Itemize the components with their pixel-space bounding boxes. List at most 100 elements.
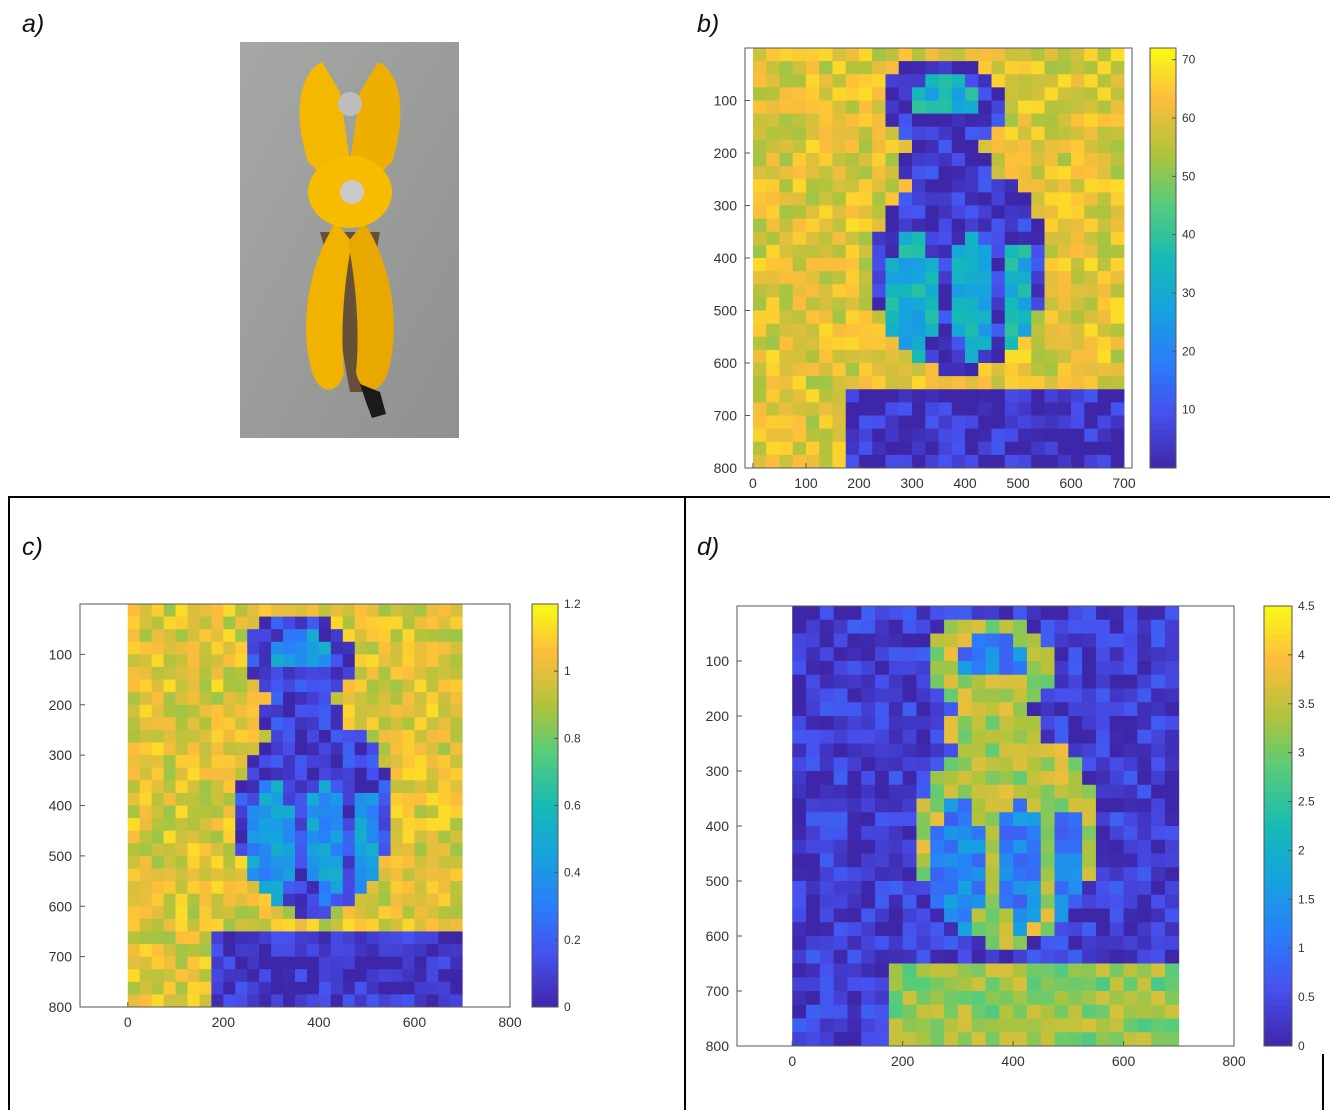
heatmap-cell [985, 853, 1000, 868]
heatmap-cell [1071, 126, 1085, 141]
colorbar-swatch [1150, 87, 1176, 95]
heatmap-cell [1031, 139, 1045, 154]
heatmap-cell [971, 606, 986, 621]
heatmap-cell [1082, 619, 1097, 634]
heatmap-cell [139, 666, 153, 680]
heatmap-cell [858, 205, 873, 220]
heatmap-cell [1123, 1032, 1138, 1047]
heatmap-cell [888, 784, 904, 799]
heatmap-cell [819, 1004, 835, 1019]
heatmap-cell [1110, 100, 1125, 115]
heatmap-cell [957, 606, 973, 621]
heatmap-cell [805, 244, 820, 259]
colorbar-swatch [1264, 826, 1292, 834]
heatmap-cell [875, 853, 890, 868]
y-tick-label: 600 [714, 355, 738, 371]
heatmap-cell [1109, 922, 1124, 937]
heatmap-cell [1004, 323, 1019, 338]
heatmap-cell [858, 415, 873, 430]
heatmap-cell [819, 454, 833, 469]
heatmap-cell [985, 908, 1000, 923]
heatmap-cell [957, 716, 973, 731]
heatmap-cell [944, 674, 959, 689]
heatmap-cell [792, 363, 807, 377]
heatmap-cell [211, 692, 224, 706]
heatmap-cell [971, 839, 986, 854]
heatmap-cell [414, 666, 427, 680]
heatmap-cell [1137, 729, 1152, 744]
heatmap-cell [875, 647, 890, 662]
heatmap-cell [1084, 363, 1098, 377]
heatmap-cell [875, 688, 890, 703]
heatmap-cell [306, 616, 320, 630]
heatmap-cell [971, 1004, 986, 1019]
heatmap-cell [139, 729, 153, 743]
heatmap-cell [858, 323, 873, 338]
heatmap-cell [875, 798, 890, 813]
heatmap-cell [792, 323, 807, 338]
heatmap-cell [847, 1018, 862, 1033]
heatmap-cell [792, 415, 807, 430]
heatmap-cell [1082, 922, 1097, 937]
heatmap-cell [259, 729, 272, 743]
heatmap-cell [1040, 633, 1055, 648]
heatmap-cell [1054, 702, 1069, 717]
heatmap-cell [1123, 661, 1138, 676]
heatmap-cell [833, 716, 848, 731]
heatmap-cell [965, 363, 979, 377]
heatmap-cell [944, 1004, 959, 1019]
heatmap-cell [875, 729, 890, 744]
heatmap-cell [944, 688, 959, 703]
heatmap-cell [1137, 977, 1152, 992]
heatmap-cell [806, 949, 821, 964]
heatmap-cell [1068, 784, 1083, 799]
heatmap-cell [1084, 153, 1098, 167]
panel-label-c: c) [22, 533, 43, 561]
heatmap-cell [985, 812, 1000, 827]
heatmap-cell [792, 205, 807, 220]
heatmap-cell [1068, 963, 1083, 978]
heatmap-cell [1095, 606, 1111, 621]
heatmap-cell [1031, 244, 1045, 259]
colorbar-swatch [1264, 1032, 1292, 1040]
heatmap-cell [847, 633, 862, 648]
heatmap-cell [283, 692, 296, 706]
heatmap-cell [806, 922, 821, 937]
heatmap-cell [1137, 908, 1152, 923]
heatmap-cell [426, 679, 439, 693]
colorbar-swatch [1150, 284, 1176, 292]
heatmap-cell [1018, 74, 1032, 88]
heatmap-cell [1097, 441, 1112, 456]
heatmap-cell [951, 258, 966, 272]
heatmap-cell [259, 604, 272, 617]
heatmap-cell [1082, 771, 1097, 786]
heatmap-cell [259, 742, 272, 756]
heatmap-cell [378, 729, 391, 743]
heatmap-cell [833, 894, 848, 909]
heatmap-cell [965, 218, 979, 233]
heatmap-cell [1026, 1032, 1042, 1047]
heatmap-cell [271, 692, 284, 706]
heatmap-cell [1123, 936, 1138, 951]
heatmap-cell [861, 894, 876, 909]
heatmap-cell [259, 767, 272, 781]
heatmap-cell [1097, 74, 1112, 88]
heatmap-cell [888, 619, 904, 634]
heatmap-cell [390, 692, 403, 706]
heatmap-cell [766, 271, 780, 285]
heatmap-cell [872, 258, 886, 272]
heatmap-cell [1054, 853, 1069, 868]
heatmap-cell [1031, 402, 1045, 416]
heatmap-cell [752, 454, 767, 469]
heatmap-cell [985, 991, 1000, 1006]
heatmap-cell [925, 231, 939, 246]
heatmap-cell [847, 867, 862, 882]
heatmap-cell [861, 647, 876, 662]
heatmap-cell [845, 126, 860, 141]
colorbar-swatch [1150, 67, 1176, 75]
heatmap-cell [1137, 949, 1152, 964]
heatmap-cell [944, 661, 959, 676]
heatmap-cell [1044, 297, 1059, 311]
heatmap-cell [1004, 389, 1019, 403]
heatmap-cell [1151, 743, 1166, 758]
